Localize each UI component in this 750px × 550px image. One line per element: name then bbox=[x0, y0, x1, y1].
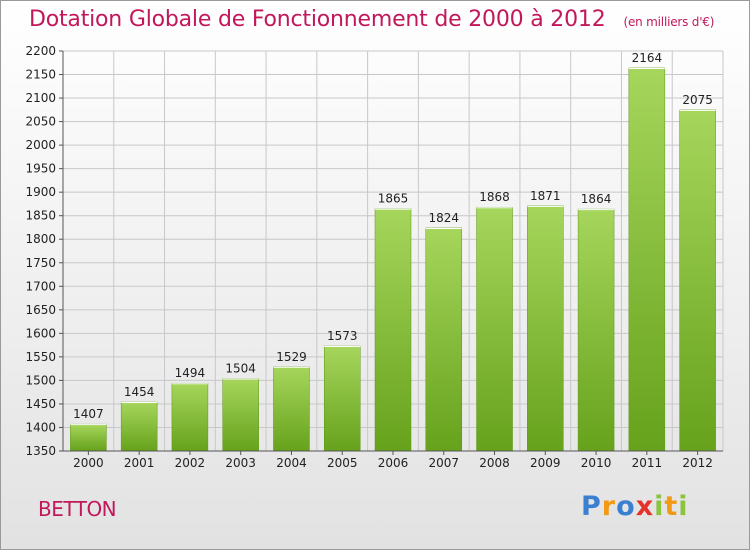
proxiti-logo: Proxiti bbox=[581, 491, 689, 522]
bar-value-label: 1824 bbox=[428, 211, 459, 225]
bar bbox=[120, 401, 158, 452]
bar-value-label: 1871 bbox=[530, 189, 561, 203]
bar bbox=[171, 382, 209, 452]
y-tick-label: 2000 bbox=[25, 138, 56, 152]
x-tick-label: 2012 bbox=[682, 456, 713, 470]
chart-title: Dotation Globale de Fonctionnement de 20… bbox=[29, 7, 714, 32]
chart-unit-note: (en milliers d'€) bbox=[623, 15, 715, 29]
y-tick-label: 1500 bbox=[25, 373, 56, 387]
x-tick-label: 2002 bbox=[175, 456, 206, 470]
bar-value-label: 1864 bbox=[581, 192, 612, 206]
y-tick-label: 1900 bbox=[25, 185, 56, 199]
x-tick-label: 2008 bbox=[479, 456, 510, 470]
logo-letter: i bbox=[678, 491, 689, 522]
labels: 1350 1400 1450 1500 1550 1600 1650 1700 1750 1800… bbox=[25, 44, 712, 470]
x-tick-label: 2006 bbox=[378, 456, 409, 470]
y-tick-label: 1400 bbox=[25, 420, 56, 434]
x-tick-label: 2009 bbox=[530, 456, 561, 470]
bar-value-label: 1573 bbox=[327, 329, 358, 343]
y-tick-label: 1550 bbox=[25, 350, 56, 364]
y-tick-label: 1700 bbox=[25, 279, 56, 293]
x-tick-label: 2005 bbox=[327, 456, 358, 470]
bar-value-label: 1865 bbox=[378, 192, 409, 206]
bars bbox=[70, 67, 716, 452]
y-tick-label: 1650 bbox=[25, 303, 56, 317]
bar bbox=[323, 345, 361, 452]
y-tick-label: 1750 bbox=[25, 256, 56, 270]
y-tick-label: 1800 bbox=[25, 232, 56, 246]
logo-letter: o bbox=[616, 491, 636, 522]
y-tick-label: 1950 bbox=[25, 162, 56, 176]
logo-letter: t bbox=[664, 491, 679, 522]
x-tick-label: 2007 bbox=[428, 456, 459, 470]
bar bbox=[527, 205, 564, 452]
y-tick-label: 2050 bbox=[25, 115, 56, 129]
y-tick-label: 2150 bbox=[25, 68, 56, 82]
logo-letter: P bbox=[581, 491, 602, 522]
y-tick-label: 2200 bbox=[25, 44, 56, 58]
x-tick-label: 2011 bbox=[632, 456, 663, 470]
x-tick-label: 2004 bbox=[276, 456, 307, 470]
y-tick-label: 1350 bbox=[25, 444, 56, 458]
chart-title-text: Dotation Globale de Fonctionnement de 20… bbox=[29, 7, 606, 32]
bar bbox=[70, 423, 107, 452]
commune-name: BETTON bbox=[38, 497, 117, 521]
logo-letter: i bbox=[654, 491, 665, 522]
logo-letter: r bbox=[601, 491, 617, 522]
x-tick-label: 2003 bbox=[225, 456, 256, 470]
bar bbox=[425, 227, 463, 452]
bar-value-label: 1454 bbox=[124, 385, 155, 399]
bar bbox=[374, 208, 412, 452]
bar-value-label: 2164 bbox=[632, 51, 663, 65]
y-tick-label: 1850 bbox=[25, 209, 56, 223]
bar bbox=[476, 206, 513, 452]
bar-value-label: 1494 bbox=[175, 366, 206, 380]
bar-value-label: 1504 bbox=[225, 362, 256, 376]
bar bbox=[222, 378, 259, 452]
y-tick-label: 1600 bbox=[25, 326, 56, 340]
axes bbox=[59, 50, 723, 455]
bar bbox=[628, 67, 666, 452]
bar-value-label: 2075 bbox=[682, 93, 713, 107]
y-tick-label: 1450 bbox=[25, 397, 56, 411]
x-tick-label: 2000 bbox=[73, 456, 104, 470]
bar-value-label: 1407 bbox=[73, 407, 104, 421]
bar-value-label: 1868 bbox=[479, 190, 510, 204]
logo-letter: x bbox=[635, 491, 655, 522]
bar bbox=[273, 366, 310, 452]
bar-value-label: 1529 bbox=[276, 350, 307, 364]
y-tick-label: 2100 bbox=[25, 91, 56, 105]
bar bbox=[679, 109, 716, 452]
bar bbox=[577, 208, 615, 452]
x-tick-label: 2001 bbox=[124, 456, 155, 470]
x-tick-label: 2010 bbox=[581, 456, 612, 470]
